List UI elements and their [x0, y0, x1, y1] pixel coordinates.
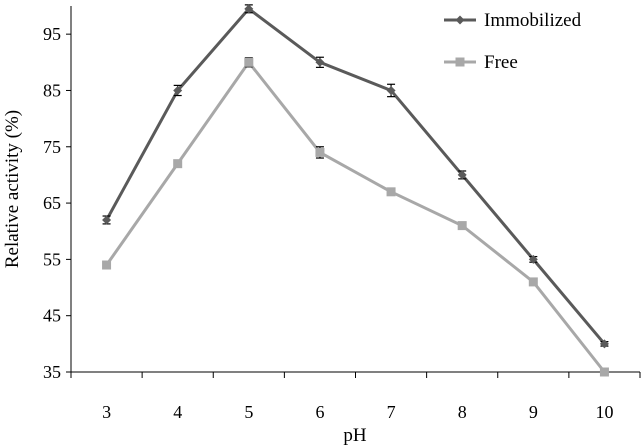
data-point — [457, 170, 467, 180]
data-point — [244, 4, 254, 14]
y-tick-label: 35 — [43, 362, 61, 382]
y-tick-label: 85 — [43, 80, 61, 100]
data-point — [315, 147, 325, 157]
y-tick-label: 75 — [43, 137, 61, 157]
series-immobilized — [102, 4, 609, 349]
y-tick-label: 65 — [43, 193, 61, 213]
x-axis-title: pH — [343, 425, 367, 445]
series-line — [105, 6, 606, 345]
data-point — [173, 85, 183, 95]
data-point — [173, 159, 183, 169]
x-ticks: 3 4 5 6 7 8 9 10 — [70, 372, 641, 422]
data-point — [102, 215, 112, 225]
legend-item-immobilized: Immobilized — [444, 10, 582, 31]
x-tick-label: 5 — [244, 402, 253, 422]
x-tick-label: 4 — [173, 402, 182, 422]
data-point — [528, 254, 538, 264]
data-point — [386, 85, 396, 95]
y-axis-title: Relative activity (%) — [2, 110, 23, 268]
x-tick-label: 10 — [595, 402, 613, 422]
y-tick-label: 55 — [43, 249, 61, 269]
series-line — [105, 59, 606, 373]
legend: Immobilized Free — [444, 10, 582, 73]
legend-label: Immobilized — [484, 10, 582, 31]
x-tick-label: 6 — [315, 402, 324, 422]
y-tick-label: 95 — [43, 24, 61, 44]
legend-swatch-marker — [455, 57, 465, 67]
data-point — [599, 367, 609, 377]
axes — [70, 6, 640, 373]
x-tick-label: 3 — [102, 402, 111, 422]
data-point — [528, 277, 538, 287]
legend-swatch-marker — [455, 15, 465, 25]
data-point — [599, 339, 609, 349]
series-free — [102, 57, 609, 377]
legend-item-free: Free — [444, 52, 518, 73]
data-point — [244, 57, 254, 67]
x-tick-label: 9 — [529, 402, 538, 422]
y-tick-label: 45 — [43, 306, 61, 326]
y-ticks: 35 45 55 65 75 85 95 — [43, 24, 71, 382]
x-tick-label: 8 — [458, 402, 467, 422]
data-point — [102, 260, 112, 270]
data-point — [315, 57, 325, 67]
x-tick-label: 7 — [387, 402, 396, 422]
data-point — [457, 221, 467, 231]
data-point — [386, 187, 396, 197]
series-layer — [102, 4, 609, 377]
legend-label: Free — [484, 52, 518, 73]
